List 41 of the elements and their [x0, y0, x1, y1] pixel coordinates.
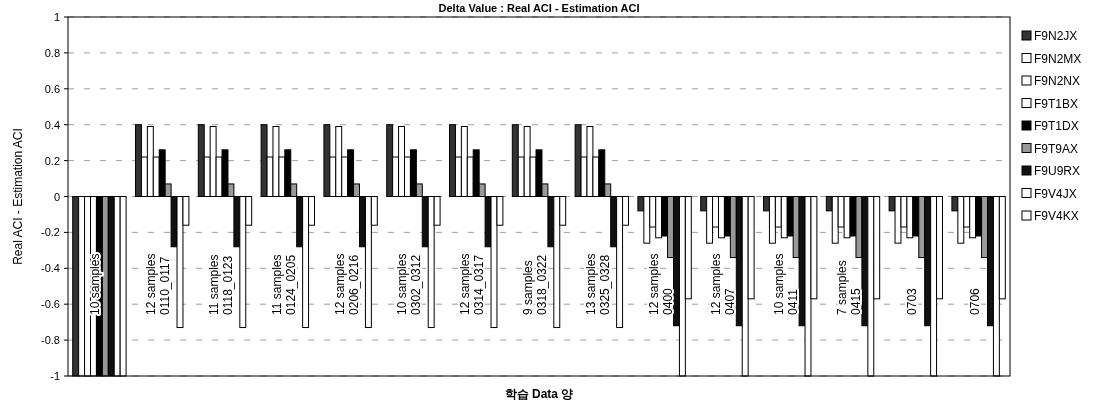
y-axis-title: Real ACI - Estimation ACI	[11, 128, 25, 265]
y-tick-label: -0.2	[41, 226, 60, 239]
y-tick-label: -0.8	[41, 334, 60, 347]
x-tick-label: 12 samples 0407	[709, 253, 738, 315]
y-tick-label: 1	[53, 11, 60, 23]
y-tick-label: 0	[53, 190, 60, 203]
chart-title: Delta Value : Real ACI - Estimation ACI	[438, 2, 640, 14]
x-tick-label: 10 samples 0411	[772, 253, 801, 315]
bar	[574, 124, 582, 197]
legend-label: F9N2MX	[1034, 51, 1082, 66]
legend-label: F9V4JX	[1034, 186, 1077, 201]
bar	[323, 124, 331, 197]
x-tick-label: 13 samples 0325_0328	[583, 253, 612, 315]
legend-label: F9U9RX	[1034, 164, 1081, 178]
y-tick-label: -0.6	[41, 298, 60, 311]
x-tick-label: 12 samples 0110_0117	[144, 253, 173, 315]
bar	[260, 124, 268, 197]
y-tick-label: -0.4	[41, 262, 60, 275]
y-tick-label: 0.4	[44, 118, 60, 131]
x-tick-label: 11 samples 0124_0205	[269, 254, 298, 315]
x-tick-label: 9 samples 0318_0322	[521, 254, 549, 315]
x-tick-label: 7 samples 0415	[835, 260, 863, 315]
x-tick-label: 0706	[967, 287, 982, 315]
legend-label: F9V4KX	[1034, 209, 1079, 223]
legend-label: F9T1BX	[1034, 96, 1079, 111]
x-tick-label: 12 samples 0206_0216	[332, 253, 361, 315]
legend-label: F9T1DX	[1034, 119, 1079, 133]
y-tick-label: 0.8	[44, 46, 60, 59]
y-tick-label: 0.6	[44, 82, 60, 95]
x-tick-label: 12 samples 0400	[646, 253, 675, 315]
x-tick-label: 11 samples 0118_0123	[207, 254, 235, 315]
bar	[386, 124, 394, 197]
x-tick-label: 12 samples 0314_0317	[458, 253, 487, 315]
legend-label: F9T9AX	[1034, 141, 1079, 156]
x-tick-label: 10 samples 0302_0312	[395, 253, 424, 315]
x-tick-label: 0703	[904, 287, 919, 315]
y-tick-label: 0.2	[44, 154, 60, 167]
legend-label: F9N2JX	[1034, 29, 1078, 43]
y-tick-label: -1	[50, 370, 60, 382]
x-axis-title: 학습 Data 양	[504, 387, 574, 401]
legend-label: F9N2NX	[1034, 74, 1081, 88]
